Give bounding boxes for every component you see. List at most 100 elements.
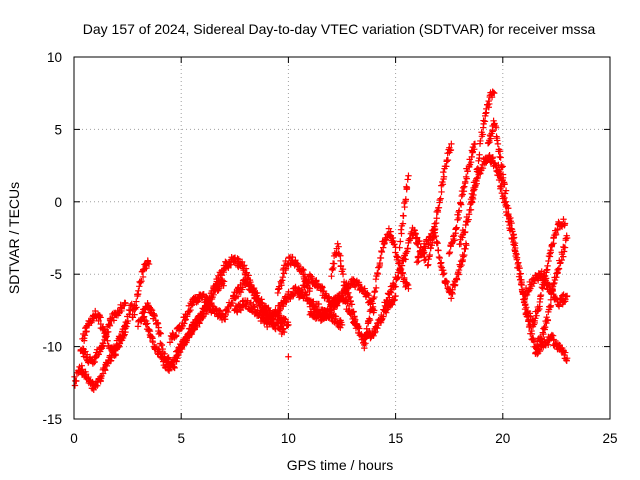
data-point [245, 272, 252, 279]
data-point [461, 228, 469, 236]
data-point [504, 210, 512, 218]
data-point [361, 341, 368, 349]
plot-frame [73, 56, 611, 420]
x-tick-label: 20 [495, 431, 510, 446]
data-point [243, 301, 250, 308]
data-point [436, 254, 443, 262]
data-point [457, 201, 465, 208]
data-point [228, 299, 236, 307]
x-tick-label: 0 [70, 431, 78, 446]
data-point [473, 180, 480, 187]
data-point [533, 312, 540, 319]
data-point [186, 331, 194, 338]
data-point [479, 131, 486, 138]
data-point [555, 303, 563, 310]
data-point [540, 330, 547, 338]
data-point [397, 238, 404, 245]
data-point [247, 281, 255, 288]
data-point [93, 382, 101, 389]
data-point [418, 251, 426, 259]
data-point [123, 323, 130, 330]
data-point [455, 207, 463, 214]
data-point [330, 306, 338, 313]
data-point [248, 306, 255, 314]
data-point [510, 241, 517, 248]
data-point [110, 317, 118, 324]
data-point [95, 317, 102, 325]
data-point [124, 317, 132, 325]
grid [74, 57, 610, 419]
data-point [412, 230, 420, 238]
data-point [394, 274, 401, 282]
data-point [328, 272, 335, 280]
data-point [465, 216, 472, 223]
data-point [383, 309, 390, 316]
data-point [541, 323, 549, 331]
data-point [97, 314, 104, 321]
data-point [202, 310, 210, 318]
data-point [80, 335, 88, 342]
data-point [537, 291, 545, 299]
data-point [304, 280, 311, 287]
data-point [463, 242, 470, 249]
data-point [427, 230, 435, 237]
x-tick-label: 25 [602, 431, 617, 446]
data-point [520, 296, 528, 303]
data-point [544, 262, 551, 270]
data-point [112, 350, 119, 358]
data-point [560, 216, 567, 223]
data-point [461, 183, 468, 190]
data-point [138, 310, 146, 317]
data-point [494, 137, 501, 144]
data-point [261, 307, 269, 314]
data-point [445, 250, 453, 257]
data-point [402, 196, 410, 203]
data-point [503, 212, 511, 219]
data-point [495, 176, 503, 184]
data-point [398, 262, 406, 269]
data-point [477, 137, 484, 145]
y-tick-label: -10 [42, 340, 62, 355]
data-point [133, 298, 140, 305]
data-point [378, 248, 386, 256]
data-point [154, 320, 162, 327]
data-point [142, 321, 150, 328]
data-point [499, 174, 507, 182]
data-point [147, 305, 155, 313]
data-point [404, 280, 411, 288]
data-point [306, 285, 314, 292]
data-point [435, 253, 443, 261]
data-point [190, 325, 198, 332]
data-point [235, 285, 242, 292]
data-point [548, 241, 556, 248]
data-point [468, 153, 475, 161]
data-point [515, 264, 522, 272]
data-point [438, 182, 445, 189]
data-point [444, 156, 452, 164]
data-point [350, 308, 357, 315]
data-point [330, 260, 338, 267]
data-point [312, 309, 320, 316]
data-point [242, 265, 250, 272]
x-axis-label: GPS time / hours [287, 457, 394, 473]
data-point [133, 304, 140, 311]
y-tick-label: 10 [47, 50, 62, 65]
data-point [403, 184, 411, 192]
data-point [438, 188, 445, 196]
data-point [319, 284, 326, 291]
data-point [144, 320, 151, 327]
data-point [462, 178, 469, 185]
data-point [172, 332, 180, 339]
data-point [405, 172, 412, 179]
data-point [525, 288, 532, 295]
data-point [405, 285, 412, 292]
data-point [435, 204, 443, 211]
data-point [362, 340, 369, 347]
data-point [439, 271, 447, 278]
data-point [555, 265, 563, 272]
data-point [355, 279, 363, 286]
data-point [137, 279, 144, 286]
data-point [116, 343, 123, 350]
data-point [459, 184, 467, 192]
data-point [366, 315, 373, 322]
